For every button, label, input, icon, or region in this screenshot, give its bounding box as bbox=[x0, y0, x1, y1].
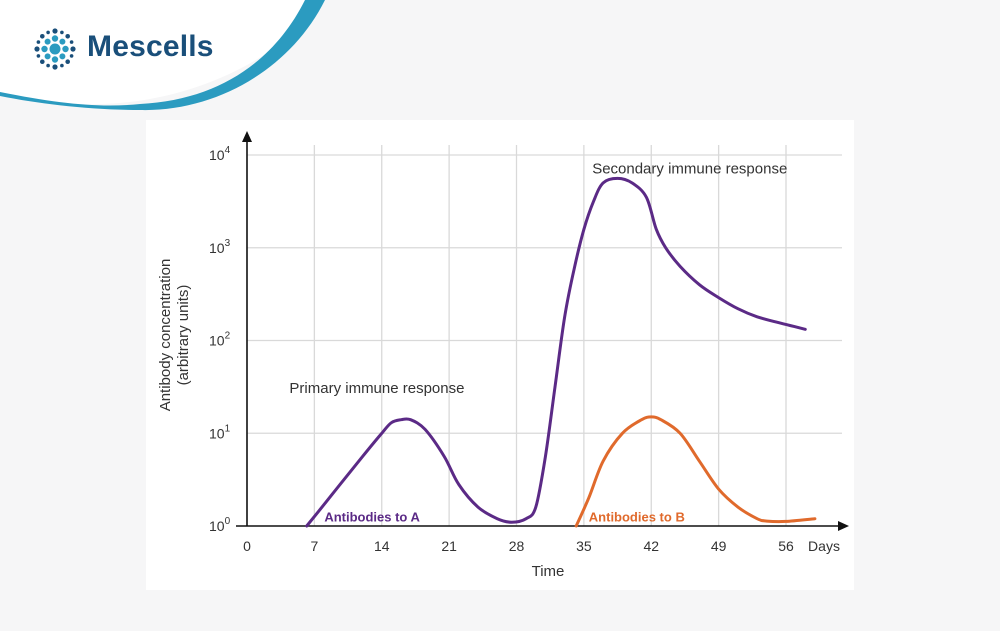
x-tick-label: 35 bbox=[576, 538, 592, 554]
x-tick-label: 56 bbox=[778, 538, 794, 554]
y-tick-label: 100 bbox=[209, 516, 231, 534]
x-tick-labels: 0 7 14 21 28 35 42 49 56 Days bbox=[243, 538, 840, 554]
axes bbox=[236, 131, 849, 531]
brand-name: Mescells bbox=[87, 30, 214, 63]
y-tick-label: 102 bbox=[209, 331, 231, 349]
banner-white-shape bbox=[0, 0, 325, 105]
x-tick-label: 49 bbox=[711, 538, 727, 554]
x-tick-label: 7 bbox=[310, 538, 318, 554]
x-unit-label: Days bbox=[808, 538, 840, 554]
y-axis-title: Antibody concentration(arbitrary units) bbox=[157, 259, 192, 412]
y-tick-labels: 100 101 102 103 104 bbox=[209, 145, 231, 534]
series-lines bbox=[305, 176, 817, 528]
cell-cluster-logo-icon bbox=[34, 28, 76, 70]
y-tick-label: 104 bbox=[209, 145, 231, 163]
series-line-antibodies-b bbox=[574, 415, 817, 528]
chart-labels: Antibodies to A Antibodies to B Primary im… bbox=[157, 161, 787, 580]
x-tick-label: 21 bbox=[441, 538, 457, 554]
annotation-secondary-response: Secondary immune response bbox=[592, 161, 787, 178]
y-axis-arrow bbox=[242, 131, 252, 142]
series-label-antibodies-b: Antibodies to B bbox=[589, 509, 685, 524]
series-line-antibodies-a bbox=[305, 176, 807, 528]
banner-teal-swoosh bbox=[0, 0, 325, 111]
y-tick-label: 101 bbox=[209, 423, 231, 441]
series-label-antibodies-a: Antibodies to A bbox=[324, 509, 420, 524]
chart-background bbox=[146, 120, 854, 590]
x-tick-label: 0 bbox=[243, 538, 251, 554]
x-tick-label: 42 bbox=[643, 538, 659, 554]
x-axis-arrow bbox=[838, 521, 849, 531]
y-tick-label: 103 bbox=[209, 238, 231, 256]
x-tick-label: 28 bbox=[509, 538, 525, 554]
x-tick-label: 14 bbox=[374, 538, 390, 554]
grid-lines bbox=[247, 145, 842, 526]
x-axis-title: Time bbox=[532, 563, 565, 580]
annotation-primary-response: Primary immune response bbox=[289, 380, 464, 397]
